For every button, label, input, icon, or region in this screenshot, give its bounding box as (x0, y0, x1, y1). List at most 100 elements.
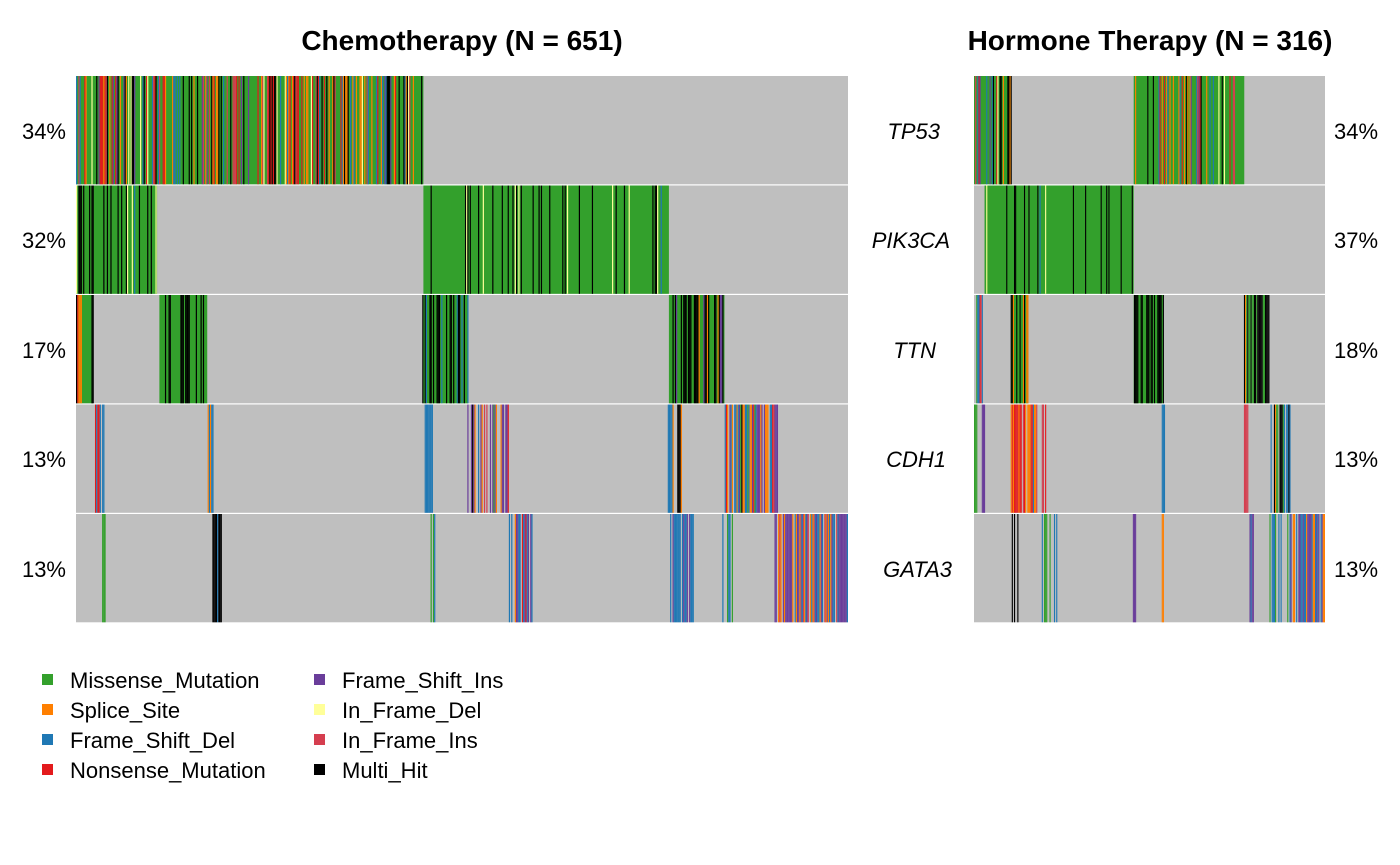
mutation-cell (376, 76, 378, 185)
mutation-cell (722, 295, 724, 404)
mutation-cell (1245, 295, 1247, 404)
mutation-cell (1012, 295, 1014, 404)
mutation-cell (353, 76, 355, 185)
mutation-cell (347, 76, 349, 185)
mutation-cell (279, 76, 282, 185)
legend-swatch (314, 764, 325, 775)
mutation-cell (103, 185, 105, 294)
mutation-cell (1013, 404, 1016, 513)
mutation-cell (846, 514, 848, 623)
mutation-cell (1229, 76, 1231, 185)
mutation-cell (704, 295, 706, 404)
mutation-cell (523, 514, 525, 623)
mutation-cell (684, 295, 686, 404)
mutation-block (423, 185, 669, 294)
percent-label: 37% (1334, 228, 1378, 253)
mutation-cell (1259, 295, 1261, 404)
mutation-cell (1037, 185, 1039, 294)
mutation-cell (355, 76, 358, 185)
mutation-cell (1025, 404, 1027, 513)
mutation-cell (1045, 514, 1047, 623)
mutation-cell (714, 295, 716, 404)
mutation-cell (1030, 404, 1032, 513)
mutation-cell (757, 404, 760, 513)
mutation-cell (1252, 295, 1254, 404)
mutation-cell (984, 404, 986, 513)
mutation-cell (1279, 404, 1281, 513)
oncoplot-matrix-chemotherapy (76, 76, 848, 623)
mutation-cell (132, 76, 135, 185)
mutation-cell (981, 404, 983, 513)
mutation-cell (130, 76, 132, 185)
mutation-cell (1166, 76, 1168, 185)
legend-item: Splice_Site (42, 698, 180, 723)
mutation-cell (654, 185, 656, 294)
mutation-cell (1187, 76, 1189, 185)
legend-item: In_Frame_Ins (314, 728, 478, 753)
mutation-cell (670, 514, 672, 623)
mutation-cell (1022, 404, 1024, 513)
mutation-cell (150, 185, 152, 294)
mutation-cell (480, 404, 482, 513)
mutation-cell (1026, 295, 1028, 404)
mutation-cell (430, 295, 432, 404)
mutation-cell (687, 295, 690, 404)
mutation-cell (212, 514, 214, 623)
mutation-cell (1233, 76, 1236, 185)
mutation-cell (214, 514, 216, 623)
mutation-cell (486, 404, 488, 513)
mutation-cell (772, 404, 774, 513)
mutation-cell (432, 514, 435, 623)
mutation-cell (220, 76, 222, 185)
mutation-cell (1172, 76, 1174, 185)
legend-item: Multi_Hit (314, 758, 428, 783)
mutation-cell (342, 76, 345, 185)
mutation-cell (689, 514, 691, 623)
mutation-cell (744, 404, 747, 513)
mutation-cell (1135, 514, 1137, 623)
mutation-cell (743, 404, 745, 513)
mutation-cell (1011, 295, 1013, 404)
mutation-cell (672, 404, 674, 513)
mutation-cell (1273, 404, 1276, 513)
mutation-cell (761, 404, 763, 513)
mutation-cell (478, 185, 480, 294)
mutation-cell (333, 76, 335, 185)
mutation-cell (728, 514, 730, 623)
mutation-cell (1253, 295, 1256, 404)
mutation-cell (91, 295, 93, 404)
percent-label: 34% (22, 119, 66, 144)
mutation-cell (795, 514, 798, 623)
mutation-cell (769, 404, 771, 513)
mutation-cell (524, 514, 526, 623)
mutation-cell (1023, 404, 1026, 513)
mutation-cell (173, 76, 175, 185)
mutation-cell (1286, 404, 1288, 513)
mutation-cell (674, 514, 677, 623)
mutation-cell (1247, 295, 1249, 404)
mutation-cell (176, 76, 178, 185)
oncoplot-matrix-hormone-therapy (974, 76, 1325, 623)
mutation-cell (737, 404, 739, 513)
percent-label: 34% (1334, 119, 1378, 144)
mutation-cell (103, 514, 105, 623)
mutation-cell (820, 514, 822, 623)
mutation-cell (461, 295, 463, 404)
mutation-cell (287, 76, 289, 185)
mutation-cell (735, 404, 737, 513)
mutation-cell (436, 295, 438, 404)
mutation-cell (773, 404, 775, 513)
mutation-cell (205, 76, 207, 185)
mutation-cell (1028, 185, 1030, 294)
mutation-cell (117, 76, 119, 185)
percent-label: 18% (1334, 338, 1378, 363)
mutation-cell (78, 185, 80, 294)
mutation-cell (182, 76, 184, 185)
mutation-cell (1016, 295, 1018, 404)
mutation-cell (84, 76, 86, 185)
mutation-cell (1248, 295, 1250, 404)
mutation-cell (1275, 514, 1277, 623)
mutation-cell (708, 295, 710, 404)
mutation-cell (832, 514, 834, 623)
mutation-cell (514, 185, 516, 294)
